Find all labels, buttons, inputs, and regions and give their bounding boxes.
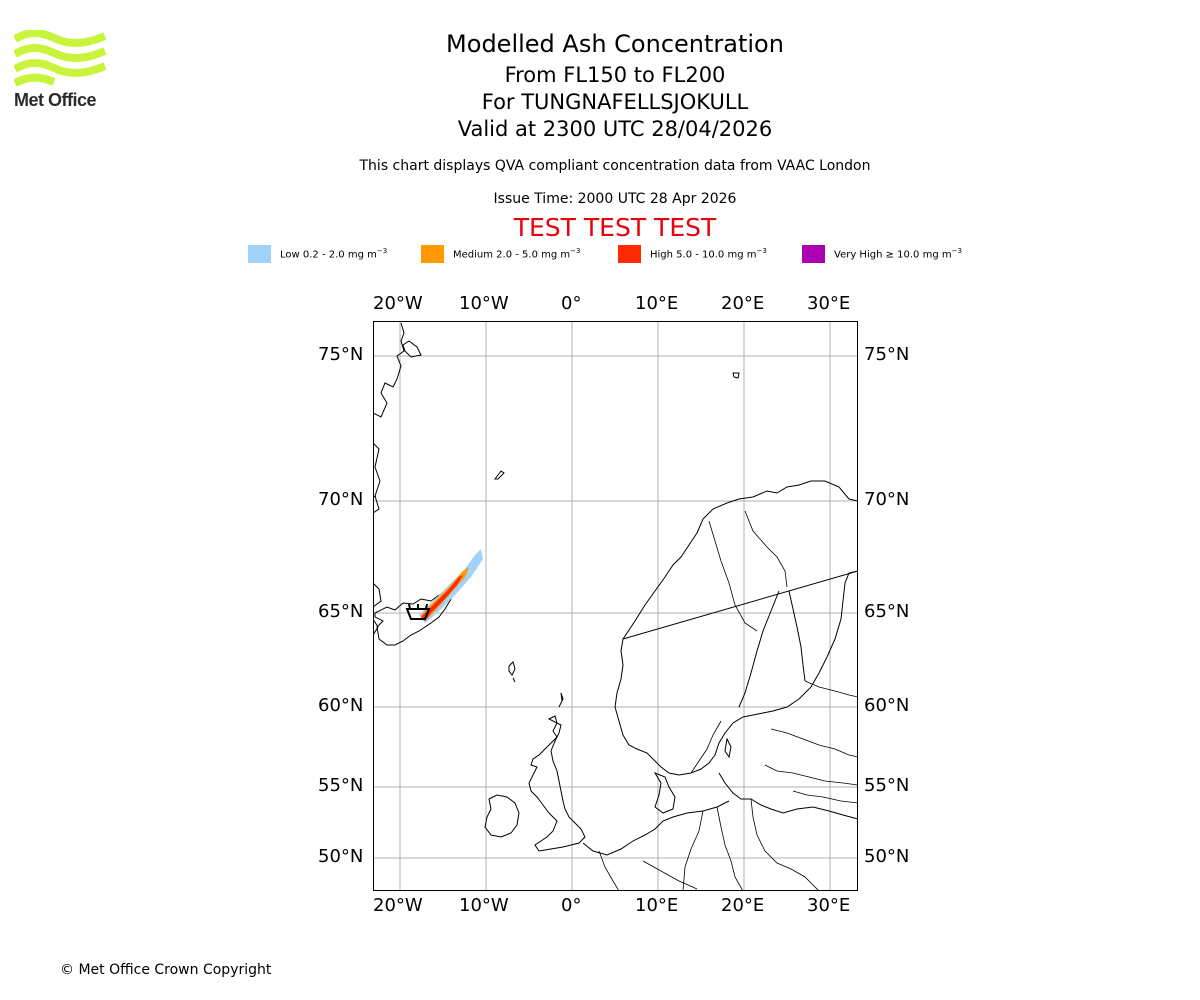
volcano-icon [405,603,431,620]
flight-levels: From FL150 to FL200 [504,63,726,87]
lon-tick-bottom-20e: 20°E [721,895,765,916]
continental-coast [582,800,730,856]
map-gridlines [373,321,858,891]
lon-tick-top-20e: 20°E [721,293,765,314]
great-britain-coast [528,715,586,852]
jan-mayen-coast [494,470,505,480]
chart-note: This chart displays QVA compliant concen… [359,158,871,174]
greenland-islet [402,340,422,358]
volcano-name: For TUNGNAFELLSJOKULL [481,90,749,114]
map-frame [373,321,858,891]
legend-label-high: High 5.0 - 10.0 mg m−3 [650,247,767,261]
coastlines [373,322,858,891]
denmark-coast [653,771,676,814]
lon-tick-bottom-10w: 10°W [459,895,509,916]
greenland-coast [373,322,405,514]
iceland-coast [374,589,452,646]
issue-time: Issue Time: 2000 UTC 28 Apr 2026 [493,191,737,207]
lat-tick-right-50n: 50°N [864,846,910,867]
lat-tick-left-75n: 75°N [318,344,364,365]
lon-tick-top-10e: 10°E [635,293,679,314]
ash-map [373,321,858,891]
legend-item-high: High 5.0 - 10.0 mg m−3 [618,244,767,264]
baltic-coast [718,772,858,820]
lon-tick-top-0: 0° [561,293,582,314]
lon-tick-bottom-30e: 30°E [807,895,851,916]
ireland-coast [484,794,520,838]
legend-item-very-high: Very High ≥ 10.0 mg m−3 [802,244,962,264]
lat-tick-right-60n: 60°N [864,695,910,716]
country-borders [598,510,858,891]
bothnia-coast [738,590,806,708]
lat-tick-left-60n: 60°N [318,695,364,716]
legend-item-medium: Medium 2.0 - 5.0 mg m−3 [421,244,580,264]
lon-tick-bottom-20w: 20°W [373,895,423,916]
lat-tick-right-65n: 65°N [864,601,910,622]
legend-label-medium: Medium 2.0 - 5.0 mg m−3 [453,247,581,261]
legend-swatch-high [618,245,641,263]
logo-waves-icon [13,28,107,87]
lat-tick-left-55n: 55°N [318,775,364,796]
legend-label-low: Low 0.2 - 2.0 mg m−3 [280,247,388,261]
test-banner: TEST TEST TEST [513,213,717,242]
bear-island-coast [732,372,740,379]
copyright: © Met Office Crown Copyright [60,962,272,978]
lon-tick-bottom-10e: 10°E [635,895,679,916]
scandinavia-coast [614,480,858,776]
lat-tick-left-50n: 50°N [318,846,364,867]
legend-swatch-medium [421,245,444,263]
lon-tick-top-30e: 30°E [807,293,851,314]
lat-tick-right-75n: 75°N [864,344,910,365]
lon-tick-top-10w: 10°W [459,293,509,314]
lat-tick-left-70n: 70°N [318,489,364,510]
lon-tick-top-20w: 20°W [373,293,423,314]
legend-swatch-low [248,245,271,263]
faroe-coast [508,661,516,683]
lat-tick-right-55n: 55°N [864,775,910,796]
lon-tick-bottom-0: 0° [561,895,582,916]
legend-label-very-high: Very High ≥ 10.0 mg m−3 [834,247,962,261]
ash-plume [419,549,483,623]
lat-tick-left-65n: 65°N [318,601,364,622]
ash-plume-high [421,575,463,621]
legend-swatch-very-high [802,245,825,263]
shetland-coast [558,692,564,708]
legend-item-low: Low 0.2 - 2.0 mg m−3 [248,244,387,264]
chart-title: Modelled Ash Concentration [446,30,784,58]
logo-text: Met Office [14,90,97,110]
lat-tick-right-70n: 70°N [864,489,910,510]
valid-time: Valid at 2300 UTC 28/04/2026 [457,117,773,141]
met-office-logo: Met Office [13,28,109,112]
gotland-coast [724,737,732,759]
greenland-se-coast [373,582,382,636]
